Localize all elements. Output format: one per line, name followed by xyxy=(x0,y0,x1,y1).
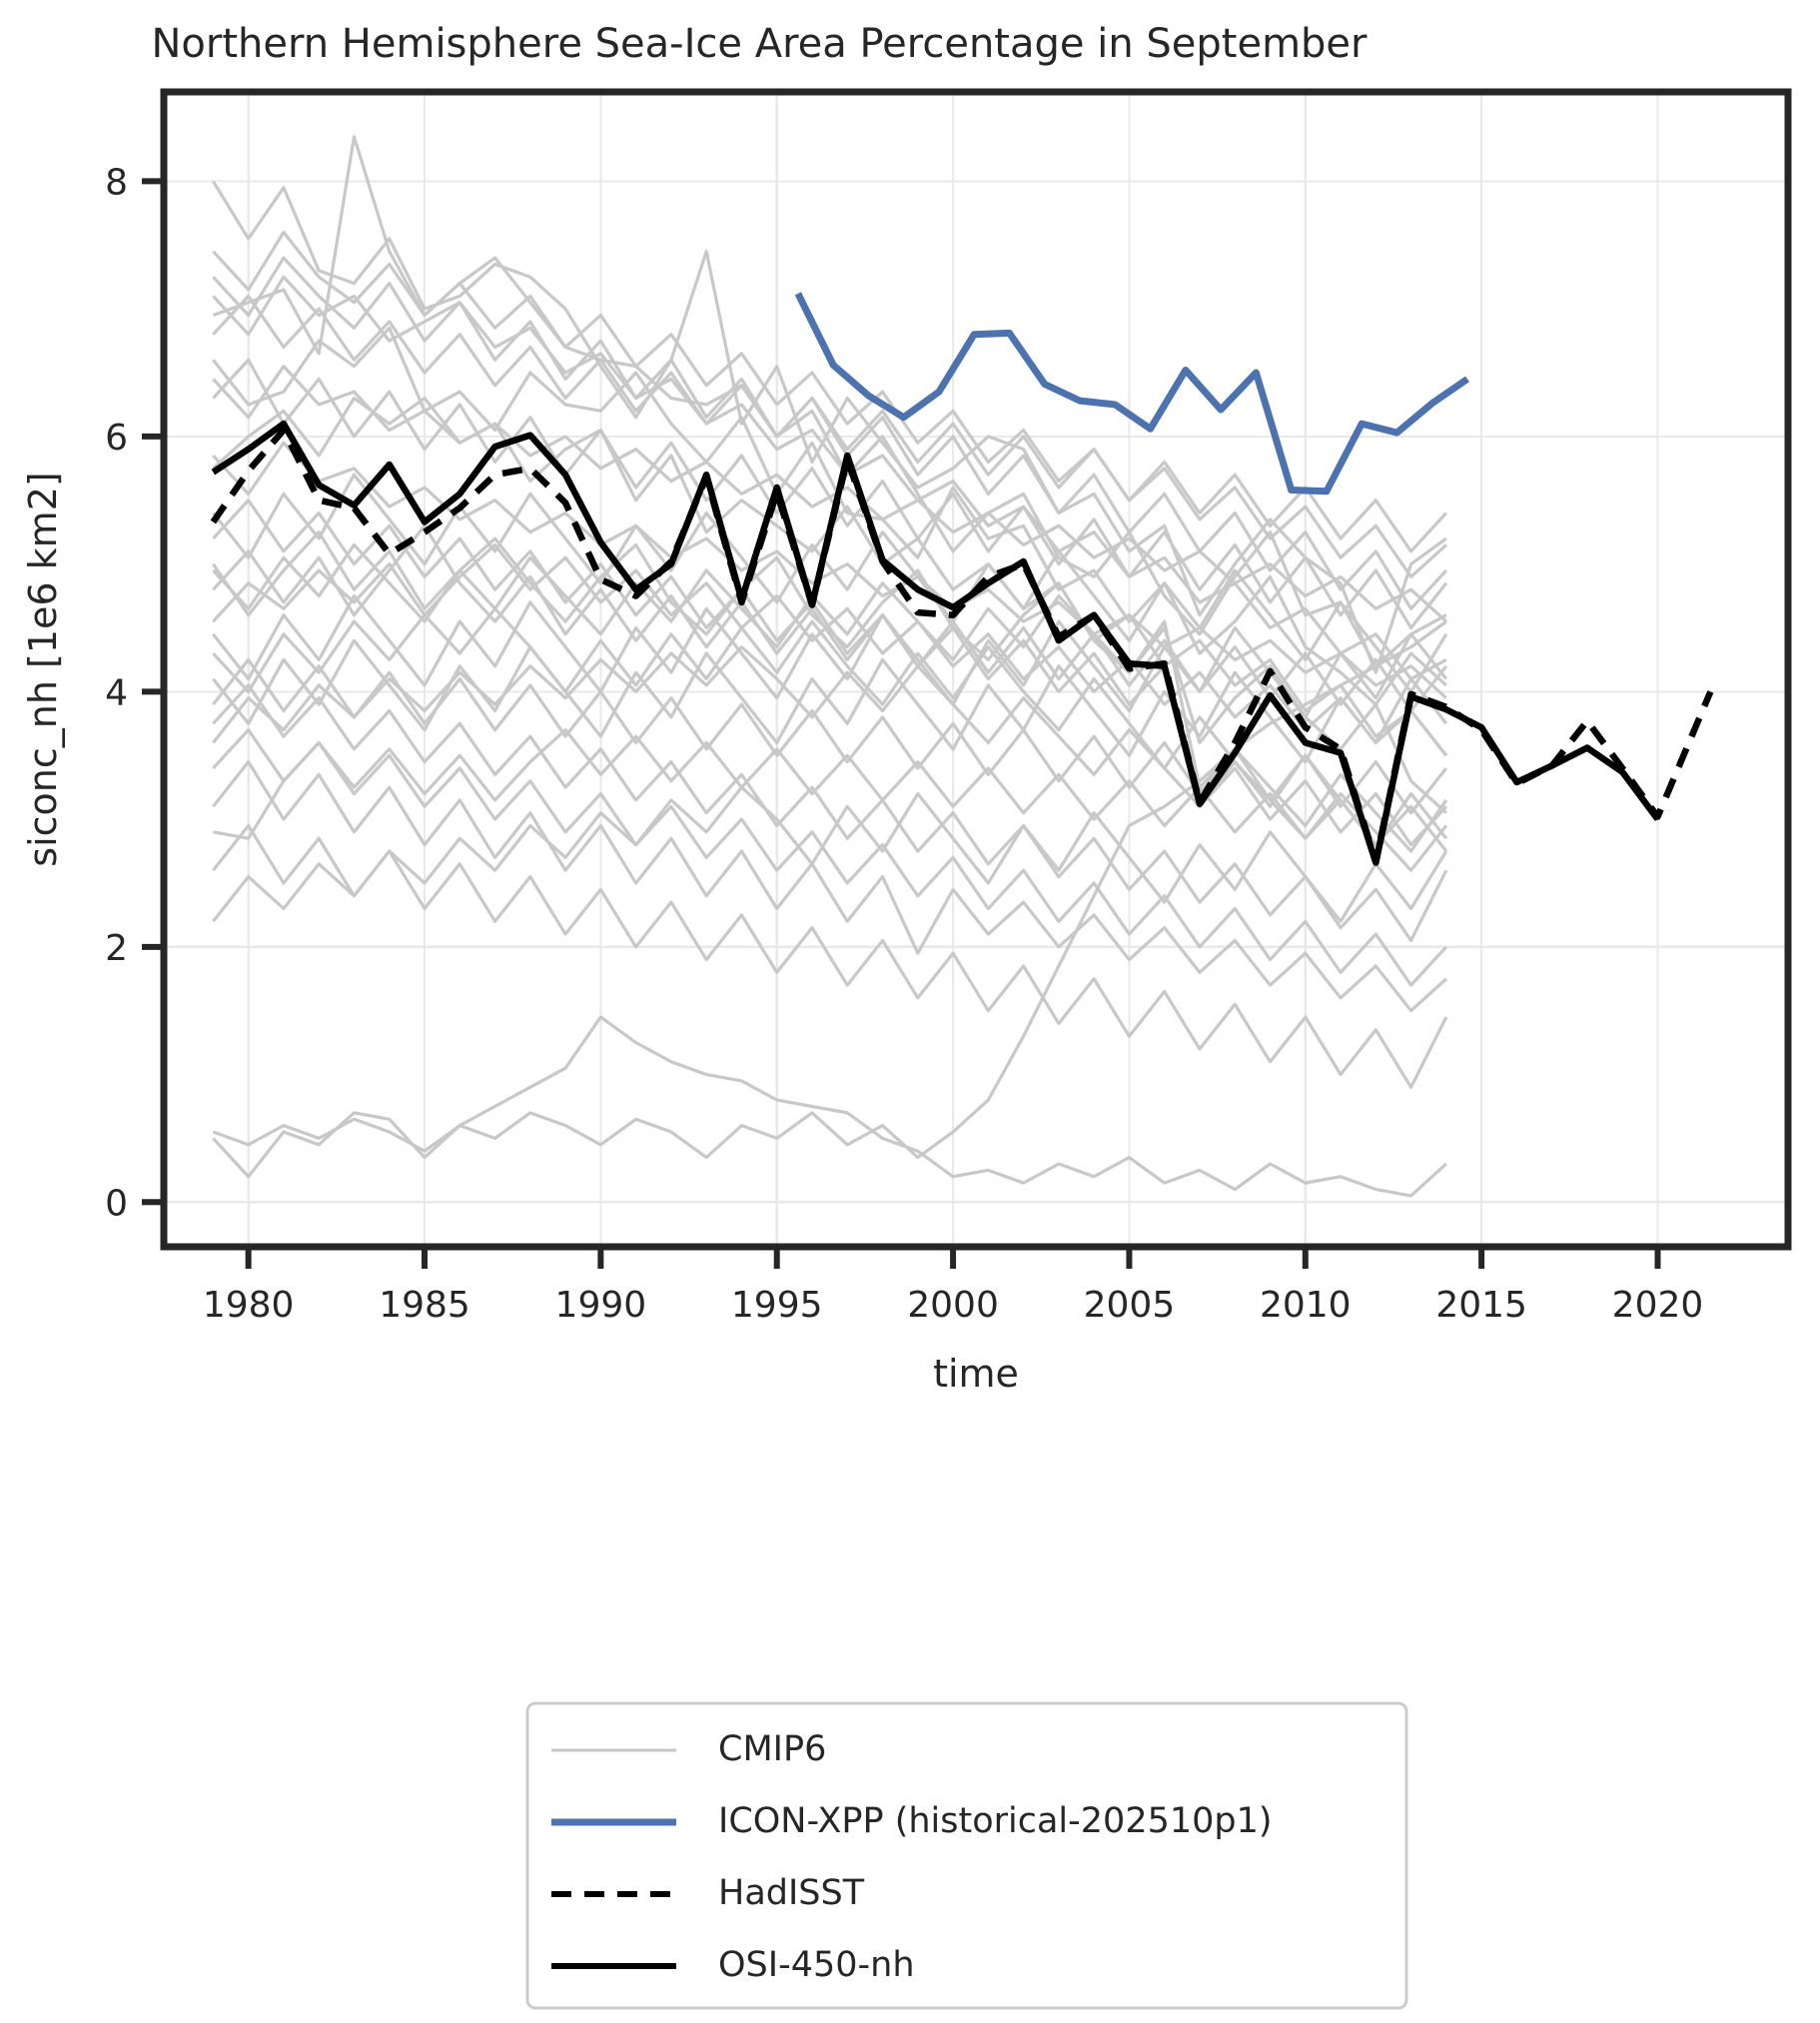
cmip6-member-line-12 xyxy=(212,275,1447,681)
cmip6-member-line-21 xyxy=(212,593,1448,719)
series-lines xyxy=(210,292,1714,866)
series-line-hadisst xyxy=(210,427,1714,865)
cmip6-member-line-24 xyxy=(212,823,1448,1089)
cmip6-member-line-2 xyxy=(212,326,1447,706)
cmip6-member-line-15 xyxy=(212,785,1448,923)
cmip6-member-line-25 xyxy=(212,441,1447,699)
cmip6-member-line-26 xyxy=(212,728,1448,987)
legend-label-0[interactable]: CMIP6 xyxy=(718,1729,826,1769)
cmip6-ensemble-lines xyxy=(212,135,1448,1198)
series-line-icon_xpp xyxy=(794,292,1470,496)
legend-label-3[interactable]: OSI-450-nh xyxy=(718,1945,915,1985)
y-axis-label: siconc_nh [1e6 km2] xyxy=(21,472,65,866)
axis-ticks: 1980 1985 1990 1995 2000 2005 2010 2015 2020 0 2 4 6… xyxy=(105,162,1703,1326)
x-tick-label: 2020 xyxy=(1612,1285,1704,1326)
x-tick-label: 2010 xyxy=(1260,1285,1352,1326)
x-tick-label: 1995 xyxy=(731,1285,823,1326)
cmip6-member-line-18 xyxy=(212,294,1448,553)
x-tick-label: 2015 xyxy=(1435,1285,1527,1326)
axes-spines xyxy=(160,88,1792,1251)
y-tick-label: 8 xyxy=(105,162,128,203)
x-tick-label: 1990 xyxy=(555,1285,647,1326)
x-tick-label: 1980 xyxy=(203,1285,295,1326)
cmip6-member-line-16 xyxy=(212,230,1447,578)
cmip6-member-line-19 xyxy=(212,760,1447,1013)
chart-legend[interactable]: CMIP6 ICON-XPP (historical-202510p1) HadIS… xyxy=(525,1701,1408,2010)
y-tick-label: 0 xyxy=(105,1183,128,1224)
legend-background xyxy=(525,1701,1408,2010)
legend-label-1[interactable]: ICON-XPP (historical-202510p1) xyxy=(718,1801,1273,1841)
cmip6-member-line-9 xyxy=(212,1015,1447,1198)
cmip6-member-line-23 xyxy=(212,365,1447,623)
x-tick-label: 2005 xyxy=(1084,1285,1176,1326)
cmip6-member-line-14 xyxy=(212,473,1448,693)
legend-label-2[interactable]: HadISST xyxy=(718,1873,865,1913)
cmip6-member-line-20 xyxy=(212,499,1448,847)
cmip6-member-line-28 xyxy=(212,542,1448,853)
series-line-osi450 xyxy=(211,420,1661,866)
gridlines xyxy=(164,92,1788,1247)
x-tick-label: 2000 xyxy=(907,1285,999,1326)
x-tick-label: 1985 xyxy=(379,1285,470,1326)
cmip6-member-line-7 xyxy=(212,645,1448,872)
cmip6-member-line-27 xyxy=(212,256,1448,610)
y-tick-label: 6 xyxy=(105,418,128,459)
cmip6-member-line-4 xyxy=(212,542,1448,757)
axes-frame xyxy=(160,88,1792,1251)
chart-title: Northern Hemisphere Sea-Ice Area Percent… xyxy=(152,21,1368,67)
y-tick-label: 4 xyxy=(105,672,128,713)
cmip6-member-line-29 xyxy=(212,683,1448,943)
y-tick-label: 2 xyxy=(105,928,128,969)
cmip6-member-line-17 xyxy=(212,638,1448,764)
cmip6-member-line-5 xyxy=(212,530,1447,814)
x-axis-label: time xyxy=(933,1352,1019,1396)
cmip6-member-line-8 xyxy=(213,728,1448,853)
